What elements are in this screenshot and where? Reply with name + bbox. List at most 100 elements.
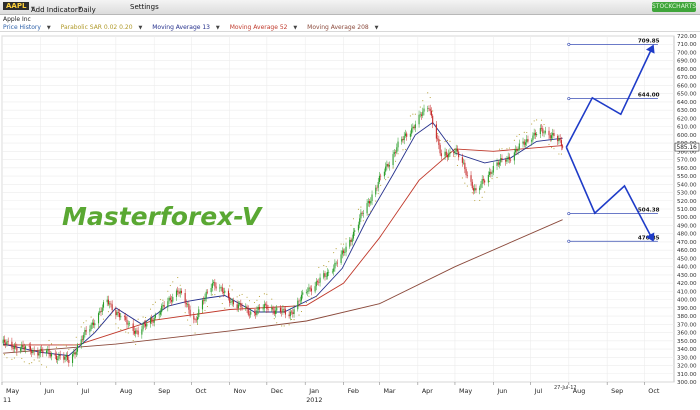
sar-dot — [419, 106, 421, 108]
candle-body — [219, 287, 221, 289]
candle-body — [349, 239, 351, 247]
candle-body — [94, 323, 96, 326]
sar-dot — [6, 357, 8, 359]
y-tick-label: 510.00 — [677, 207, 697, 213]
y-tick-label: 400.00 — [677, 298, 697, 304]
sar-dot — [214, 294, 216, 296]
candle-body — [185, 303, 187, 305]
candle-body — [562, 146, 564, 148]
sar-dot — [50, 343, 53, 345]
candle-body — [187, 303, 189, 305]
candle-body — [289, 311, 291, 317]
sar-dot — [377, 193, 379, 195]
candle-body — [151, 318, 153, 322]
sar-dot — [231, 289, 233, 291]
candle-body — [492, 165, 494, 173]
candle-body — [359, 218, 361, 225]
sar-dot — [21, 357, 23, 359]
candle-body — [93, 322, 95, 326]
candle-body — [76, 344, 79, 352]
x-tick-label: Jul — [533, 387, 542, 395]
sar-dot — [387, 176, 389, 178]
candle-body — [64, 357, 66, 360]
candle-body — [273, 310, 275, 314]
legend-label: Parabolic SAR 0.02 0.20 — [60, 24, 133, 31]
sar-dot — [432, 110, 434, 112]
candle-body — [532, 135, 534, 141]
sar-dot — [446, 139, 449, 141]
x-tick-label: Jan — [308, 387, 319, 395]
candle-body — [229, 297, 231, 303]
candle-body — [335, 262, 337, 264]
sar-dot — [498, 148, 501, 150]
sar-dot — [90, 316, 92, 318]
candle-body — [283, 308, 285, 310]
sar-dot — [196, 323, 199, 325]
sar-dot — [333, 252, 335, 254]
candle-body — [423, 108, 425, 112]
sar-dot — [397, 153, 399, 155]
symbol-box[interactable]: AAPL — [3, 2, 30, 10]
x-tick-label: Aug — [573, 387, 585, 395]
sar-dot — [474, 200, 476, 202]
chevron-down-icon: ▼ — [78, 6, 82, 12]
candle-body — [133, 331, 135, 334]
candle-body — [106, 299, 108, 303]
candle-body — [454, 151, 456, 154]
sar-dot — [553, 148, 555, 150]
candle-body — [369, 201, 371, 204]
y-tick-label: 520.00 — [677, 199, 697, 205]
legend-item-ma52[interactable]: Moving Average 52 ▼ — [230, 24, 302, 31]
candle-body — [89, 329, 91, 332]
legend-item-ma208[interactable]: Moving Average 208 ▼ — [307, 24, 382, 31]
candle-body — [542, 128, 544, 134]
sar-dot — [533, 120, 535, 122]
settings-button[interactable]: Settings — [130, 3, 159, 11]
sar-dot — [236, 296, 238, 298]
candle-body — [435, 124, 437, 139]
candle-body — [427, 108, 429, 109]
candle-body — [439, 145, 441, 154]
candle-body — [297, 300, 299, 310]
y-tick-label: 560.00 — [677, 166, 697, 172]
candle-body — [402, 138, 404, 141]
sar-dot — [343, 243, 345, 245]
candle-body — [522, 141, 524, 144]
sar-dot — [449, 140, 451, 142]
candle-body — [475, 188, 477, 191]
candle-body — [42, 350, 44, 354]
candle-body — [240, 303, 242, 307]
candle-body — [32, 350, 34, 354]
sar-dot — [41, 364, 43, 366]
candle-body — [527, 139, 529, 142]
candle-body — [305, 292, 307, 293]
sar-dot — [16, 354, 18, 356]
price-chart[interactable]: 720.00 710.00 700.00 690.00 680.00 670.00 660.… — [0, 32, 700, 410]
y-tick-label: 570.00 — [677, 158, 697, 164]
candle-body — [222, 291, 225, 293]
candle-body — [49, 354, 51, 357]
y-tick-label: 600.00 — [677, 133, 697, 139]
y-tick-label: 580.00 — [677, 149, 697, 155]
y-tick-label: 310.00 — [677, 372, 697, 378]
last-price-label: 585.16 — [677, 145, 698, 151]
candle-body — [533, 132, 535, 136]
candle-body — [409, 133, 411, 137]
candle-body — [343, 250, 345, 253]
period-label: Daily — [78, 6, 96, 14]
candle-body — [558, 138, 560, 142]
candle-body — [401, 138, 403, 142]
legend-item-ma13[interactable]: Moving Average 13 ▼ — [152, 24, 224, 31]
candle-body — [413, 126, 415, 129]
y-tick-label: 480.00 — [677, 232, 697, 238]
sar-dots — [3, 92, 562, 368]
candle-body — [324, 273, 326, 277]
candle-body — [20, 348, 22, 351]
legend-item-price[interactable]: Price History ▼ — [3, 24, 55, 31]
legend-item-sar[interactable]: Parabolic SAR 0.02 0.20 ▼ — [61, 24, 147, 31]
candle-body — [31, 351, 33, 354]
candle-body — [465, 169, 467, 176]
sar-dot — [439, 139, 441, 142]
sar-dot — [58, 344, 60, 346]
candle-body — [267, 309, 269, 310]
